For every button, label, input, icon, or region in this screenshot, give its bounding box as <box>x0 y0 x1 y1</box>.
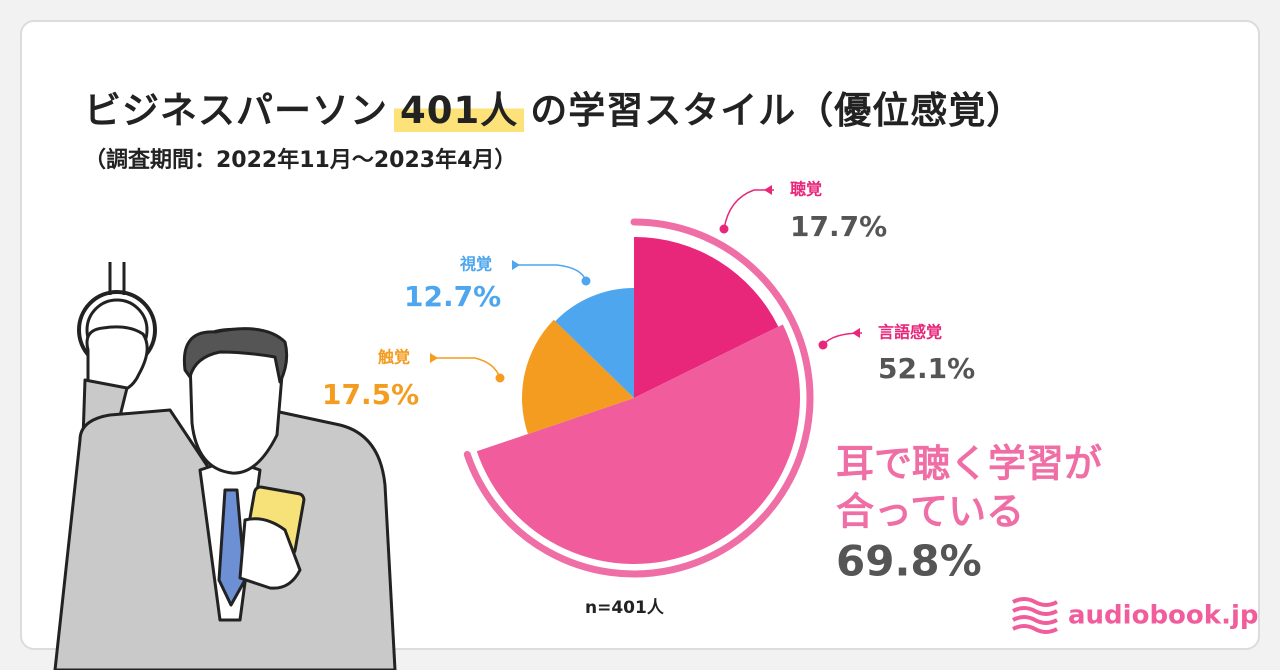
illustration <box>53 262 397 670</box>
value-label: 17.7% <box>790 210 887 243</box>
leader-line <box>430 357 501 379</box>
callout-text: 合っている <box>836 490 1024 534</box>
slice <box>634 237 779 398</box>
leader-dot <box>495 373 505 383</box>
title: ビジネスパーソン 401人 の学習スタイル（優位感覚） <box>84 80 1024 134</box>
leader-line <box>723 189 774 230</box>
leader-arrow <box>852 328 860 338</box>
callout-value: 69.8% <box>836 537 982 586</box>
category-label: 視覚 <box>459 255 492 274</box>
logo-wave <box>1012 597 1058 607</box>
category-label: 聴覚 <box>790 180 822 199</box>
hair <box>182 327 289 384</box>
tie <box>217 488 247 607</box>
slice <box>476 324 800 564</box>
callout-text: 耳で聴く学習が <box>836 442 1102 486</box>
slice <box>555 288 634 398</box>
leader-arrow <box>512 260 520 270</box>
hand <box>238 517 302 590</box>
slice <box>522 319 634 434</box>
category-label: 言語感覚 <box>878 323 942 342</box>
leader-line <box>512 264 587 282</box>
brand: audiobook.jp <box>1068 601 1258 631</box>
logo-wave <box>1012 606 1058 616</box>
title-highlight: 401人 <box>394 89 525 132</box>
leader-arrow <box>430 353 438 363</box>
leader-arrow <box>764 185 772 195</box>
leader-dot <box>719 224 729 234</box>
title-text: ビジネスパーソン <box>84 89 388 132</box>
note: n=401人 <box>585 598 665 618</box>
logo-wave <box>1012 615 1058 625</box>
value-label: 52.1% <box>878 352 975 385</box>
value-label: 12.7% <box>404 280 501 313</box>
subtitle: （調査期間：2022年11月〜2023年4月） <box>84 148 517 173</box>
brand-logo <box>1012 597 1058 634</box>
category-label: 触覚 <box>377 348 410 367</box>
title-text: の学習スタイル（優位感覚） <box>530 89 1025 132</box>
leader-dot <box>818 340 828 350</box>
callout-arc <box>463 218 814 578</box>
value-label: 17.5% <box>322 378 419 411</box>
leader-dot <box>581 276 591 286</box>
logo-wave <box>1012 624 1058 634</box>
